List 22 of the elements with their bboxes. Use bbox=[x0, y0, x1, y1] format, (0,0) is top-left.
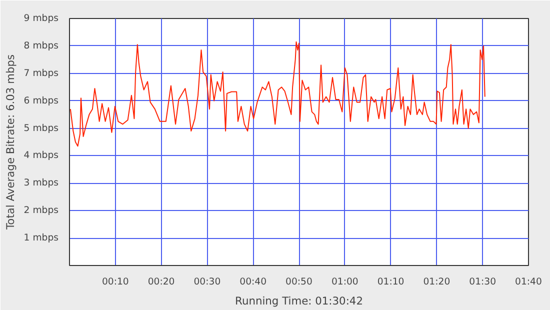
x-tick-label: 01:40 bbox=[515, 276, 542, 288]
y-tick-label: 7 mbps bbox=[24, 68, 59, 79]
x-tick-label: 00:40 bbox=[240, 276, 267, 288]
x-tick-label: 01:00 bbox=[331, 276, 358, 288]
line-series bbox=[70, 41, 486, 147]
x-tick-label: 00:30 bbox=[194, 276, 221, 288]
y-tick-label: 1 mbps bbox=[24, 232, 59, 244]
x-tick-label: 00:10 bbox=[102, 276, 129, 288]
y-tick-label: 4 mbps bbox=[24, 150, 59, 162]
x-tick-label: 00:50 bbox=[286, 276, 313, 288]
y-tick-label: 6 mbps bbox=[24, 95, 59, 106]
x-axis-title: Running Time: 01:30:42 bbox=[235, 294, 363, 308]
y-tick-label: 9 mbps bbox=[24, 13, 59, 24]
x-tick-label: 01:30 bbox=[469, 276, 496, 288]
y-tick-label: 3 mbps bbox=[24, 178, 59, 189]
y-tick-label: 2 mbps bbox=[24, 205, 59, 216]
y-tick-label: 5 mbps bbox=[24, 122, 59, 134]
x-tick-label: 01:20 bbox=[423, 276, 450, 288]
y-axis-title: Total Average Bitrate: 6.03 mbps bbox=[4, 54, 17, 231]
x-tick-label: 01:10 bbox=[377, 276, 404, 288]
y-tick-label: 8 mbps bbox=[24, 40, 59, 52]
x-tick-label: 00:20 bbox=[148, 276, 175, 288]
